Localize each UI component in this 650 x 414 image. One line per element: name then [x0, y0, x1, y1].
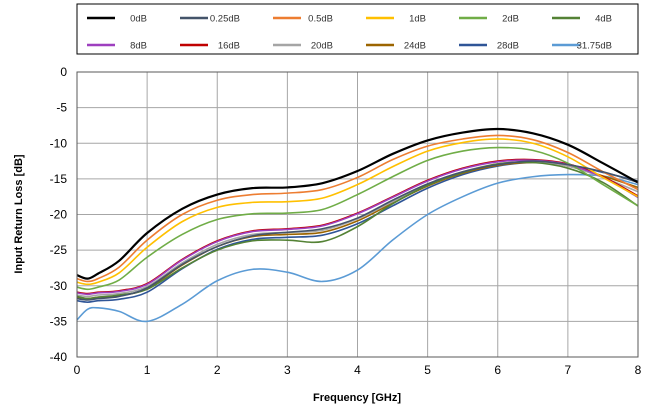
legend-label: 8dB: [130, 41, 147, 52]
x-tick-label: 3: [284, 363, 291, 377]
legend-box: [76, 3, 639, 55]
y-tick-label: -20: [50, 208, 68, 222]
series-line-31-75db: [76, 173, 639, 323]
legend-label: 2dB: [502, 14, 519, 25]
x-tick-label: 7: [565, 363, 572, 377]
series-line-4db: [76, 161, 639, 300]
series-line-2db: [76, 146, 639, 291]
legend-item-20db: 20dB: [273, 41, 333, 52]
legend-item-24db: 24dB: [366, 41, 426, 52]
legend-item-0-25db: 0.25dB: [180, 14, 240, 25]
x-tick-label: 5: [424, 363, 431, 377]
series-line-0-25db: [76, 160, 639, 301]
legend-item-16db: 16dB: [180, 41, 240, 52]
legend-label: 1dB: [409, 14, 426, 25]
series-lines: [76, 127, 639, 323]
y-tick-label: -15: [50, 172, 68, 186]
x-axis-title: Frequency [GHz]: [313, 392, 401, 404]
legend-item-31-75db: 31.75dB: [552, 41, 612, 52]
x-tick-label: 1: [144, 363, 151, 377]
legend-item-1db: 1dB: [366, 14, 426, 25]
series-line-0db: [76, 127, 639, 280]
x-tick-label: 4: [354, 363, 361, 377]
legend-item-2db: 2dB: [459, 14, 519, 25]
x-tick-label: 0: [74, 363, 81, 377]
legend-item-4db: 4dB: [552, 14, 612, 25]
legend-label: 0.5dB: [308, 14, 333, 25]
x-tick-label: 6: [494, 363, 501, 377]
plot-border: [76, 71, 639, 358]
y-tick-label: -30: [50, 279, 68, 293]
x-tick-label: 8: [635, 363, 642, 377]
legend-item-0db: 0dB: [87, 14, 147, 25]
series-line-1db: [76, 138, 639, 286]
x-tick-label: 2: [214, 363, 221, 377]
y-tick-label: -25: [50, 243, 68, 257]
legend-item-0-5db: 0.5dB: [273, 14, 333, 25]
y-tick-label: -5: [56, 101, 67, 115]
y-tick-label: -40: [50, 350, 68, 364]
y-tick-label: -35: [50, 314, 68, 328]
legend-item-28db: 28dB: [459, 41, 519, 52]
tick-labels: 0 1 2 3 4 5 6 7 8 0 -5 -10 -15 -20 -25 -30 -35 -40: [50, 65, 642, 377]
y-tick-label: 0: [60, 65, 67, 79]
legend-item-8db: 8dB: [87, 41, 147, 52]
y-tick-label: -10: [50, 136, 68, 150]
legend-label: 24dB: [404, 41, 426, 52]
legend-label: 28dB: [497, 41, 519, 52]
legend-items: 0dB 0.25dB 0.5dB 1dB 2dB 4dB 8dB 16dB 20dB 24dB 28…: [87, 14, 612, 52]
legend-label: 0.25dB: [210, 14, 240, 25]
legend: 0dB 0.25dB 0.5dB 1dB 2dB 4dB 8dB 16dB 20dB 24dB 28…: [76, 3, 639, 55]
legend-label: 31.75dB: [577, 41, 612, 52]
series-line-0-5db: [76, 134, 639, 283]
legend-label: 4dB: [595, 14, 612, 25]
y-axis-title: Input Return Loss [dB]: [13, 154, 25, 273]
legend-label: 0dB: [130, 14, 147, 25]
legend-label: 20dB: [311, 41, 333, 52]
legend-label: 16dB: [218, 41, 240, 52]
